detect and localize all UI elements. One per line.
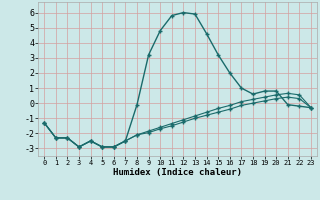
X-axis label: Humidex (Indice chaleur): Humidex (Indice chaleur): [113, 168, 242, 177]
